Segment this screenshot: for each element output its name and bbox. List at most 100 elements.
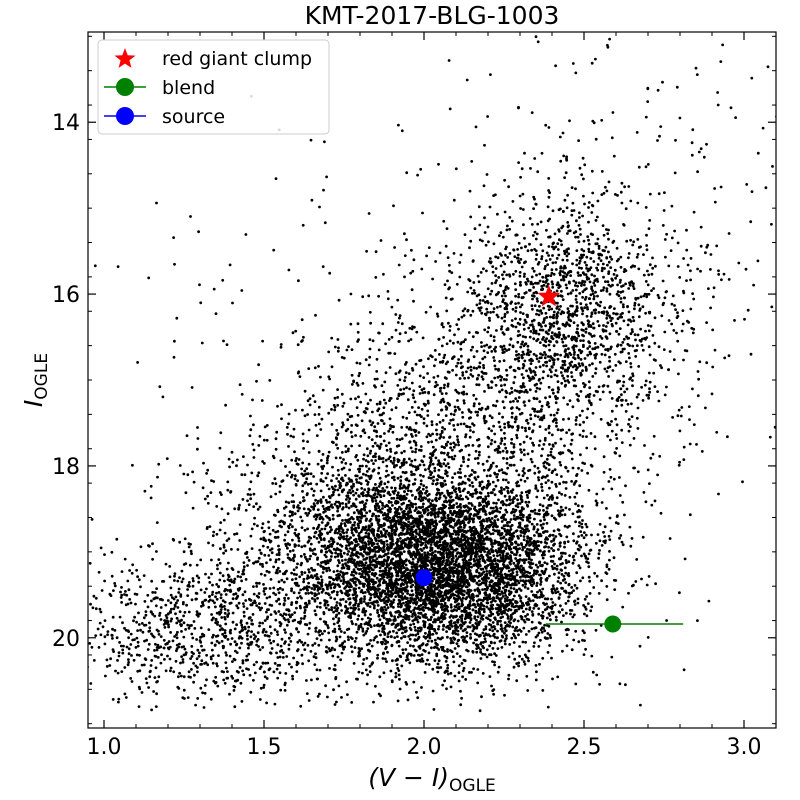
field-star [546,537,549,541]
field-star [537,612,541,616]
field-star [497,577,501,581]
field-star [519,516,523,520]
field-star [537,631,541,635]
field-star [199,588,203,592]
field-star [378,675,382,679]
field-star [503,631,506,635]
field-star [299,563,303,567]
field-star [578,524,581,528]
field-star [500,486,503,490]
field-star [528,608,531,611]
field-star [421,659,425,663]
field-star [542,572,546,576]
field-star [533,604,537,607]
field-star [511,598,515,601]
field-star [453,472,457,476]
field-star [492,692,495,696]
field-star [605,563,609,567]
field-star [623,513,626,517]
field-star [519,615,523,618]
field-star [446,666,449,670]
field-star [339,590,343,593]
field-star [423,527,427,530]
field-star [454,554,458,558]
field-star [600,579,603,583]
field-star [356,617,360,621]
field-star [476,668,480,671]
field-star [550,480,554,484]
field-star [577,544,581,547]
field-star [384,458,388,462]
field-star [456,576,459,580]
field-star [493,539,497,543]
field-star [587,488,591,492]
field-star [295,670,299,673]
field-star [415,546,419,549]
field-star [519,575,522,579]
field-star [499,533,503,537]
field-star [287,501,291,505]
field-star [460,696,463,700]
field-star [505,574,509,578]
field-star [334,615,338,619]
field-star [548,574,551,578]
field-star [529,562,532,566]
field-star [543,629,547,633]
field-star [570,586,574,589]
field-star [351,622,354,626]
field-star [345,498,348,501]
field-star [665,619,668,622]
field-star [309,542,313,546]
field-star [298,575,302,579]
field-star [405,492,409,496]
field-star [314,652,317,656]
field-star [386,640,389,644]
field-star [368,598,372,602]
field-star [354,491,358,495]
field-star [468,558,471,562]
field-star [316,562,320,566]
field-star [396,699,400,703]
field-star [455,642,459,645]
field-star [506,617,510,620]
field-star [306,643,310,647]
field-star [500,542,503,546]
field-star [479,520,482,524]
field-star [420,686,423,689]
field-star [455,609,458,612]
field-star [537,607,541,610]
field-star [378,573,382,577]
field-star [334,551,337,555]
field-star [513,605,517,608]
field-star [350,526,354,530]
field-star [470,481,474,485]
field-star [336,468,340,472]
field-star [457,605,461,609]
field-star [361,541,365,544]
field-star [336,554,340,558]
field-star [563,513,567,517]
field-star [536,590,539,594]
field-star [511,625,515,629]
field-star [517,633,520,637]
field-star [481,672,485,675]
field-star [365,535,368,539]
field-star [390,680,394,684]
field-star [337,583,341,587]
field-star [348,601,352,605]
field-star [554,518,558,521]
field-star [546,605,550,609]
field-star [610,487,614,491]
field-star [393,615,396,619]
field-star [353,521,357,524]
field-star [422,496,426,500]
field-star [639,703,642,707]
field-star [381,657,385,660]
field-star [404,613,407,617]
field-star [621,543,625,547]
field-star [573,603,577,606]
field-star [460,587,463,591]
field-star [381,487,385,490]
field-star [431,689,435,693]
